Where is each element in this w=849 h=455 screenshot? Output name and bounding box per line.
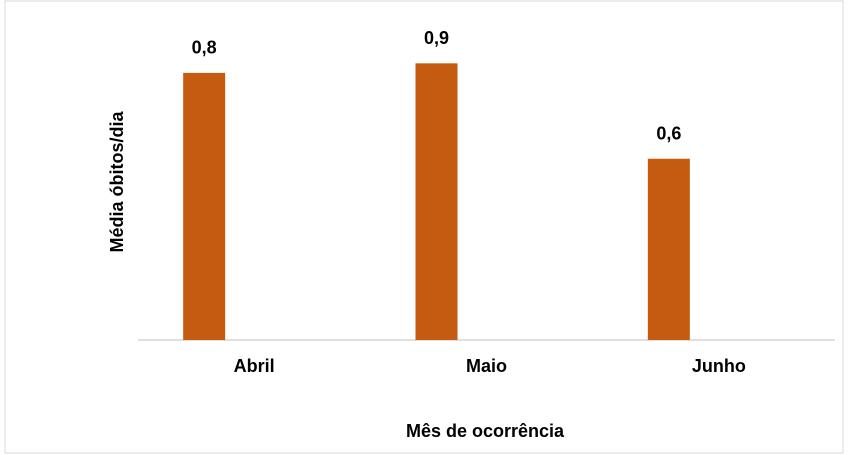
bar xyxy=(183,72,226,340)
data-label: 0,6 xyxy=(656,123,681,143)
y-axis-title: Média óbitos/dia xyxy=(107,111,127,253)
bar xyxy=(415,63,458,341)
x-axis-title: Mês de ocorrência xyxy=(406,421,565,441)
x-tick-label: Junho xyxy=(692,356,746,376)
x-tick-label: Abril xyxy=(234,356,275,376)
data-label: 0,9 xyxy=(424,28,449,48)
bar xyxy=(647,158,690,340)
data-label: 0,8 xyxy=(192,38,217,58)
x-tick-label: Maio xyxy=(466,356,507,376)
